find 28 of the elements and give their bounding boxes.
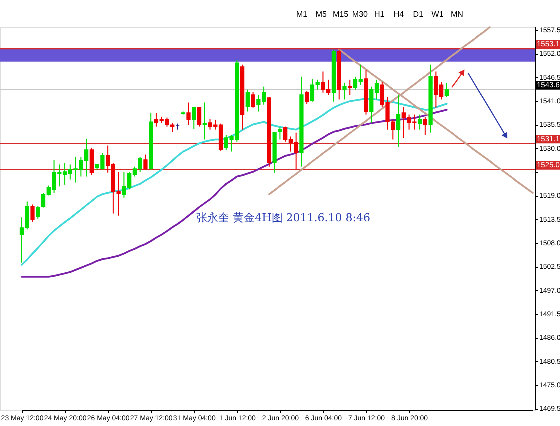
candlestick [30,204,35,222]
text: M15 [333,10,350,19]
text: MN [450,10,464,19]
text: H1 [374,10,386,19]
candlestick [144,154,148,170]
candlestick [186,102,191,126]
candlestick [246,89,250,112]
candlestick [202,102,207,140]
candlestick [90,147,94,176]
candlestick [423,116,428,136]
candlestick [192,106,196,130]
candlestick [396,94,401,148]
text: D1 [413,10,424,19]
text: M1 [296,10,308,19]
text: H4 [394,10,405,19]
candlestick [418,114,422,130]
candlestick [36,206,40,220]
candlestick [305,90,310,105]
candlestick [251,91,256,108]
text: M5 [316,10,328,19]
candlestick [342,82,347,100]
candlestick [278,127,282,140]
candlestick [197,106,202,128]
text: W1 [432,10,444,19]
annotation: 张永奎 黄金4H图 2011.6.10 8:46 [196,212,370,224]
text: M30 [352,10,369,19]
candlestick [348,79,352,96]
candlestick [444,82,450,98]
